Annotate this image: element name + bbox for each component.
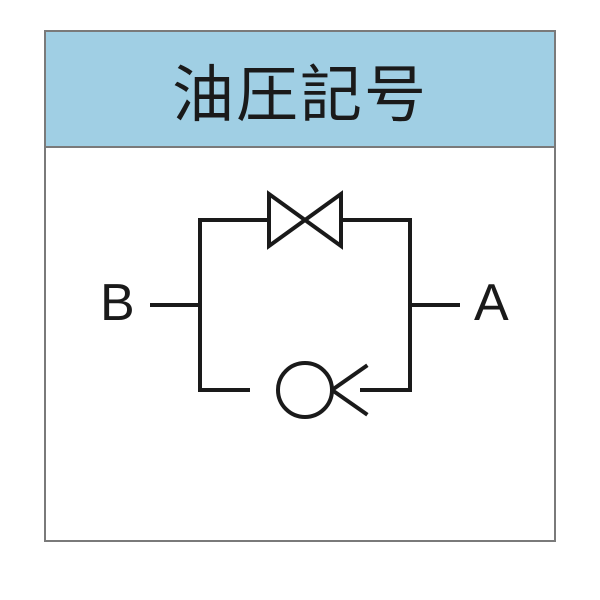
hydraulic-symbol — [0, 0, 600, 600]
